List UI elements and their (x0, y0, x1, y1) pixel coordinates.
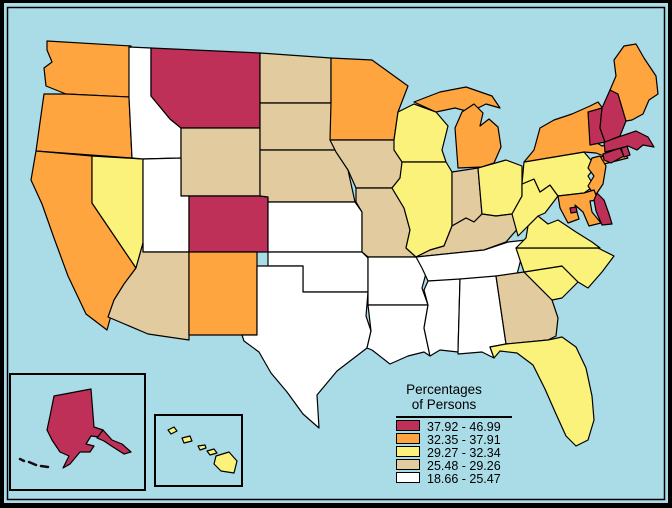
legend-item: 37.92 - 46.99 (396, 419, 528, 434)
state-alaska (46, 388, 104, 469)
legend-item: 29.27 - 32.34 (396, 445, 528, 460)
alaska-panhandle (96, 429, 132, 455)
aleutian-islands (18, 457, 50, 469)
alaska-inset-box (9, 373, 146, 491)
hawaii-island-kauai (167, 426, 178, 435)
legend-title-line2: of Persons (411, 396, 477, 412)
legend-swatch-class2 (396, 433, 420, 445)
legend-swatch-class4 (396, 459, 420, 471)
state-montana (150, 47, 261, 129)
legend-label-class5: 18.66 - 25.47 (427, 471, 501, 486)
state-kansas (267, 201, 363, 253)
state-maine (609, 43, 659, 122)
alaska-inset (9, 373, 146, 491)
state-south-dakota (259, 102, 337, 151)
legend-label-class1: 37.92 - 46.99 (427, 419, 501, 434)
state-florida (489, 336, 595, 447)
state-new-mexico (188, 251, 258, 336)
inner-frame-line (6, 6, 666, 501)
legend-divider (396, 416, 512, 418)
state-texas (241, 265, 372, 429)
state-oregon (35, 93, 133, 159)
legend-item: 32.35 - 37.91 (396, 432, 528, 447)
state-north-carolina (515, 247, 615, 289)
hawaii-island-oahu (181, 435, 193, 444)
state-maryland (557, 189, 602, 227)
state-district-of-columbia (569, 206, 578, 214)
state-delaware (593, 192, 613, 226)
hawaii-island-big-island (213, 451, 238, 474)
legend-label-class3: 29.27 - 32.34 (427, 445, 501, 460)
state-michigan-upper-peninsula (413, 86, 501, 113)
hawaii-island-molokai (197, 444, 207, 451)
legend-title: Percentages of Persons (396, 382, 492, 412)
legend-swatch-class5 (396, 472, 420, 484)
state-north-dakota (259, 52, 332, 104)
legend: Percentages of Persons 37.92 - 46.99 32.… (396, 382, 528, 486)
state-arkansas (367, 256, 429, 306)
legend-swatch-class1 (396, 420, 420, 432)
state-wyoming (180, 127, 261, 197)
legend-label-class4: 25.48 - 29.26 (427, 458, 501, 473)
legend-swatch-class3 (396, 446, 420, 458)
state-colorado (188, 195, 269, 253)
state-wisconsin (393, 103, 449, 163)
hawaii-inset-box (154, 414, 243, 487)
state-virginia (515, 215, 601, 249)
state-indiana (451, 167, 483, 227)
state-hawaii (167, 426, 238, 474)
state-mississippi (423, 278, 461, 357)
legend-title-line1: Percentages (406, 382, 482, 397)
hawaii-inset (154, 414, 243, 487)
legend-item: 18.66 - 25.47 (396, 471, 528, 486)
state-massachusetts (603, 130, 655, 153)
lower-48-states (30, 40, 659, 447)
state-washington (43, 40, 132, 98)
hawaii-island-maui (206, 448, 218, 456)
legend-item: 25.48 - 29.26 (396, 458, 528, 473)
legend-label-class2: 32.35 - 37.91 (427, 432, 501, 447)
